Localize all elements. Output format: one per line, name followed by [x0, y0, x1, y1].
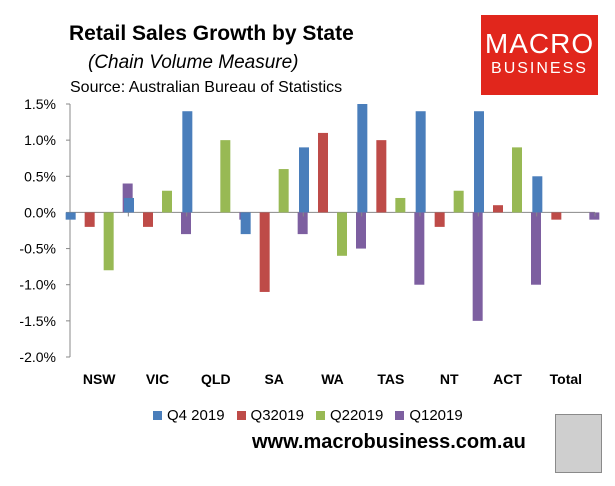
y-tick-label: 0.5%: [24, 168, 56, 184]
macrobusiness-logo: MACRO BUSINESS: [481, 15, 598, 95]
legend-swatch: [395, 411, 405, 420]
y-tick-label: -1.5%: [19, 313, 56, 329]
legend-item: Q4 2019: [153, 407, 225, 424]
y-tick-label: -0.5%: [19, 241, 56, 257]
legend-swatch: [315, 411, 325, 420]
bar-total-0: [532, 176, 543, 213]
bar-nsw-2: [103, 212, 114, 271]
bar-nsw-3: [122, 183, 133, 213]
x-category-label: SA: [264, 371, 283, 387]
bar-act-0: [474, 111, 484, 213]
legend-label: Q22019: [329, 407, 384, 424]
bar-sa-0: [240, 212, 251, 235]
legend-item: Q32019: [236, 407, 304, 424]
x-category-label: VIC: [146, 371, 169, 387]
legend-label: Q4 2019: [167, 407, 225, 424]
bar-total-3: [589, 212, 600, 220]
chart-source: Source: Australian Bureau of Statistics: [70, 79, 343, 96]
bar-qld-2: [220, 140, 231, 213]
bar-act-3: [531, 212, 541, 285]
bar-nt-2: [453, 190, 464, 213]
x-category-label: NT: [440, 371, 459, 387]
bar-nt-1: [434, 212, 445, 227]
bar-nt-3: [472, 212, 483, 321]
bar-chart: 1.5% 1.0% 0.5% 0.0% -0.5% -1.0% -1.5% -2.0% NSW V…: [19, 96, 600, 387]
logo-line-2: BUSINESS: [491, 60, 588, 77]
bar-wa-1: [318, 132, 328, 213]
chart-subtitle: (Chain Volume Measure): [88, 52, 299, 73]
x-category-label: Total: [550, 371, 582, 387]
bar-qld-0: [182, 111, 193, 213]
bar-sa-2: [278, 169, 289, 213]
bar-tas-2: [395, 197, 406, 213]
bar-nsw-0: [65, 212, 76, 220]
y-tick-label: 1.5%: [24, 96, 56, 112]
bar-nsw-1: [84, 212, 95, 227]
bar-nt-0: [415, 111, 426, 213]
bar-sa-3: [297, 212, 308, 235]
legend-label: Q32019: [250, 407, 304, 424]
legend-item: Q22019: [315, 407, 384, 424]
legend-label: Q12019: [409, 407, 463, 424]
bar-wa-0: [299, 147, 309, 213]
x-category-label: TAS: [377, 371, 404, 387]
legend-swatch: [236, 411, 246, 420]
bar-vic-1: [143, 212, 153, 227]
x-category-label: ACT: [493, 371, 522, 387]
website-url: www.macrobusiness.com.au: [252, 431, 526, 453]
x-category-label: WA: [321, 371, 344, 387]
y-tick-label: -2.0%: [19, 349, 56, 365]
bar-tas-1: [376, 140, 387, 213]
bar-act-1: [493, 205, 503, 213]
bar-vic-3: [181, 212, 191, 235]
bar-tas-3: [414, 212, 425, 285]
wolf-logo-icon: [555, 414, 602, 473]
x-category-label: NSW: [83, 371, 116, 387]
y-tick-label: 1.0%: [24, 132, 56, 148]
y-tick-label: 0.0%: [24, 204, 56, 220]
bar-act-2: [512, 147, 522, 213]
chart-legend: Q4 2019 Q32019 Q22019 Q12019: [153, 407, 463, 424]
bar-wa-2: [337, 212, 347, 256]
bar-total-1: [551, 212, 562, 220]
bar-tas-0: [357, 104, 368, 213]
y-tick-label: -1.0%: [19, 277, 56, 293]
bar-sa-1: [259, 212, 270, 292]
bar-vic-2: [162, 190, 172, 213]
bar-wa-3: [356, 212, 366, 249]
chart-title: Retail Sales Growth by State: [69, 22, 354, 45]
logo-line-1: MACRO: [484, 28, 595, 59]
legend-item: Q12019: [395, 407, 463, 424]
x-category-label: QLD: [201, 371, 231, 387]
bar-vic-0: [124, 197, 134, 213]
legend-swatch: [153, 411, 162, 420]
